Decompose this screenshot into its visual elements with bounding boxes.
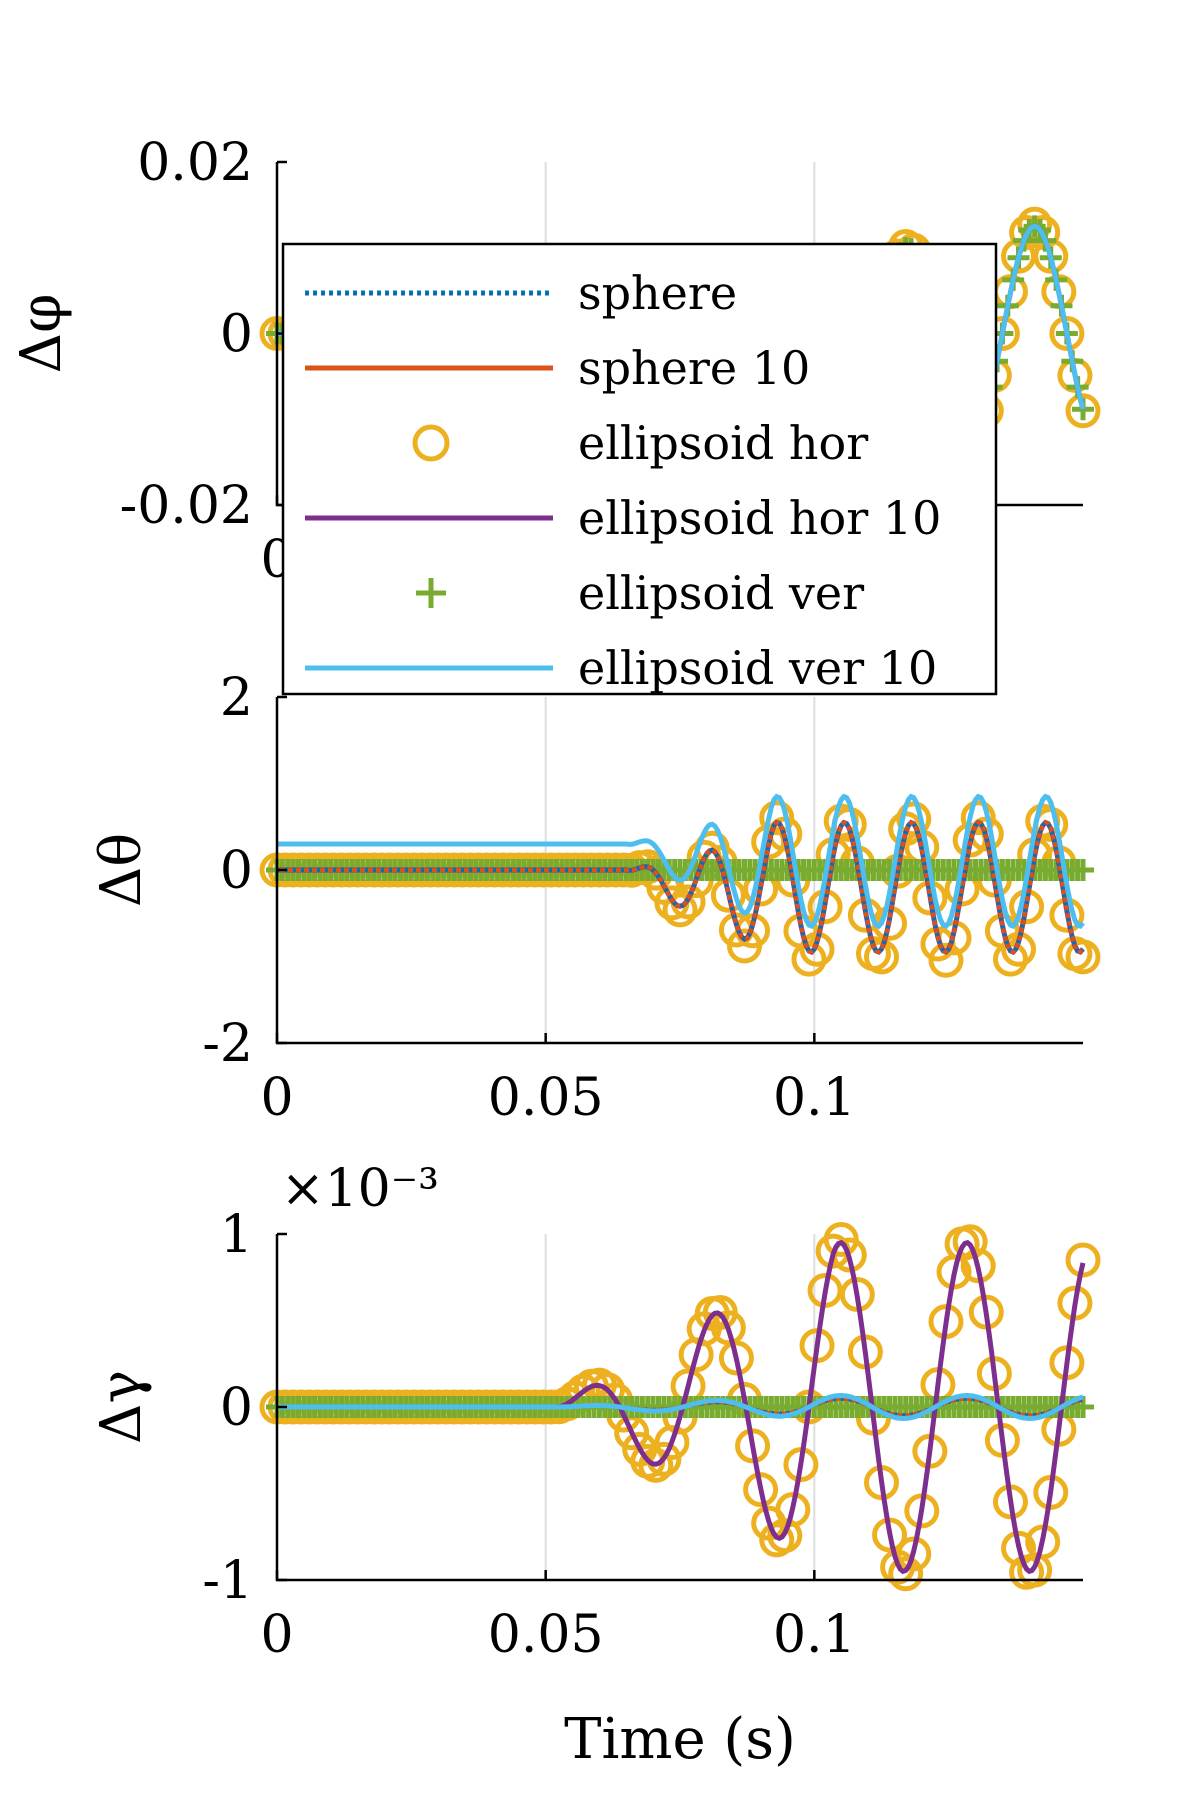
ytick-label: -2	[202, 1014, 253, 1074]
legend-label: sphere	[578, 266, 737, 320]
ytick-label: 2	[220, 668, 253, 728]
marker-circle	[864, 939, 899, 975]
marker-circle	[896, 1536, 932, 1572]
marker-circle	[992, 941, 1028, 977]
marker-circle	[928, 942, 964, 978]
legend-box	[281, 242, 998, 696]
legend-label: sphere 10	[578, 341, 810, 395]
ytick-label: 1	[220, 1205, 253, 1265]
marker-circle	[670, 1368, 706, 1404]
ylabel: Δγ	[89, 1370, 154, 1444]
marker-circle	[759, 800, 795, 836]
ytick-label: 0	[220, 305, 253, 365]
marker-circle	[1049, 316, 1085, 351]
legend-entry: sphere	[305, 266, 737, 320]
legend-label: ellipsoid ver 10	[578, 641, 937, 695]
legend-entry: sphere 10	[305, 341, 810, 395]
ytick-label: 0	[220, 1378, 253, 1438]
marker-circle	[718, 1340, 754, 1376]
marker-circle	[791, 941, 827, 977]
marker-circle	[888, 1556, 924, 1592]
ytick-label: 0.02	[137, 133, 253, 193]
marker-plus	[1072, 1396, 1094, 1418]
legend: sphere sphere 10 ellipsoid hor ellipsoid ho…	[281, 242, 998, 696]
xtick-label: 0	[260, 1605, 293, 1665]
marker-circle	[1065, 393, 1101, 429]
series-ellipsoid-ver-10	[277, 793, 1085, 930]
ylabel: Δφ	[9, 294, 74, 374]
marker-circle	[1065, 1242, 1101, 1278]
legend-entry: ellipsoid hor 10	[305, 491, 941, 545]
ytick-label: 0	[220, 841, 253, 901]
legend-entry: ellipsoid ver 10	[305, 641, 937, 695]
legend-swatch	[416, 578, 446, 608]
ytick-label: -1	[202, 1551, 253, 1611]
xtick-label: 0	[260, 1068, 293, 1128]
marker-circle	[775, 1492, 811, 1528]
series-sphere	[277, 820, 1085, 955]
marker-circle	[638, 1447, 674, 1483]
exponent-label: ×10⁻³	[281, 1159, 439, 1219]
xtick-label: 0.05	[488, 1068, 604, 1128]
legend-entry: ellipsoid hor	[412, 416, 868, 470]
xtick-label: 0.1	[773, 1068, 856, 1128]
xtick-label: 0.1	[773, 1605, 856, 1665]
xtick-label: 0.05	[488, 1605, 604, 1665]
ytick-label: -0.02	[120, 476, 253, 536]
legend-swatch	[412, 424, 450, 462]
legend-label: ellipsoid hor	[578, 416, 868, 470]
xlabel: Time (s)	[564, 1707, 796, 1772]
legend-label: ellipsoid ver	[578, 566, 864, 620]
ylabel: Δθ	[89, 833, 154, 907]
marker-circle	[1065, 939, 1101, 975]
marker-circle	[662, 892, 698, 928]
marker-circle	[743, 1472, 779, 1508]
marker-circle	[960, 800, 996, 836]
legend-entry: ellipsoid ver	[416, 566, 864, 620]
legend-label: ellipsoid hor 10	[578, 491, 941, 545]
series-ellipsoid-ver-10	[277, 1392, 1084, 1422]
marker-plus	[1072, 859, 1094, 881]
marker-circle	[952, 1224, 988, 1260]
